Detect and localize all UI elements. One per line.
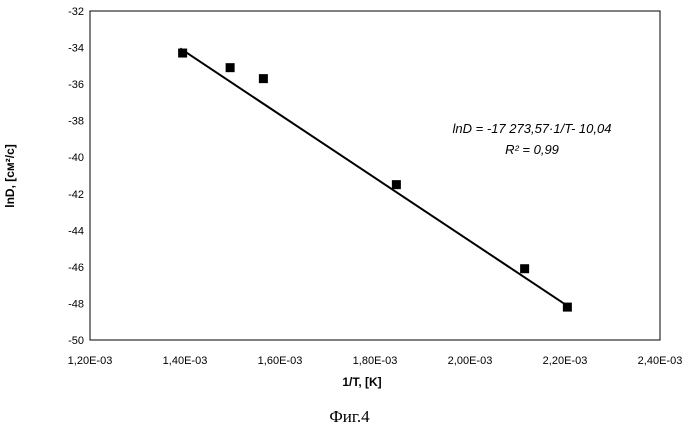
data-point [392, 180, 401, 189]
y-tick-label: -50 [68, 335, 84, 347]
x-tick-label: 2,20E-03 [543, 355, 588, 367]
y-tick-label: -46 [68, 262, 84, 274]
figure-caption: Фиг.4 [0, 407, 699, 427]
trendline [180, 48, 567, 305]
x-axis-title: 1/T, [K] [342, 375, 381, 389]
y-tick-label: -38 [68, 116, 84, 128]
y-tick-label: -40 [68, 152, 84, 164]
y-tick-label: -48 [68, 298, 84, 310]
plot-area [90, 11, 660, 340]
y-axis-title: lnD, [см²/с] [3, 144, 17, 208]
data-point [563, 303, 572, 312]
x-tick-label: 1,40E-03 [163, 355, 208, 367]
data-point [259, 74, 268, 83]
data-point [226, 63, 235, 72]
y-tick-label: -42 [68, 189, 84, 201]
y-tick-label: -44 [68, 225, 84, 237]
x-tick-label: 2,40E-03 [638, 355, 683, 367]
x-tick-label: 2,00E-03 [448, 355, 493, 367]
x-tick-label: 1,20E-03 [68, 355, 113, 367]
data-point [178, 49, 187, 58]
x-tick-labels: 1,20E-03 1,40E-03 1,60E-03 1,80E-03 2,00E-03… [68, 355, 683, 367]
x-tick-label: 1,80E-03 [353, 355, 398, 367]
chart: -32-34-36-38-40-42-44-46-48-50 1,20E-031… [0, 0, 699, 400]
y-tick-label: -34 [68, 43, 84, 55]
annotation-equation: lnD = -17 273,57·1/T- 10,04 [453, 121, 612, 136]
annotation-r2: R² = 0,99 [505, 142, 559, 157]
y-tick-labels: -32 -34 -36 -38 -40 -42 -44 -46 -48 -50 [68, 6, 84, 347]
y-tick-label: -32 [68, 6, 84, 18]
chart-marks [178, 48, 572, 311]
x-tick-label: 1,60E-03 [258, 355, 303, 367]
y-tick-label: -36 [68, 79, 84, 91]
data-point [520, 264, 529, 273]
